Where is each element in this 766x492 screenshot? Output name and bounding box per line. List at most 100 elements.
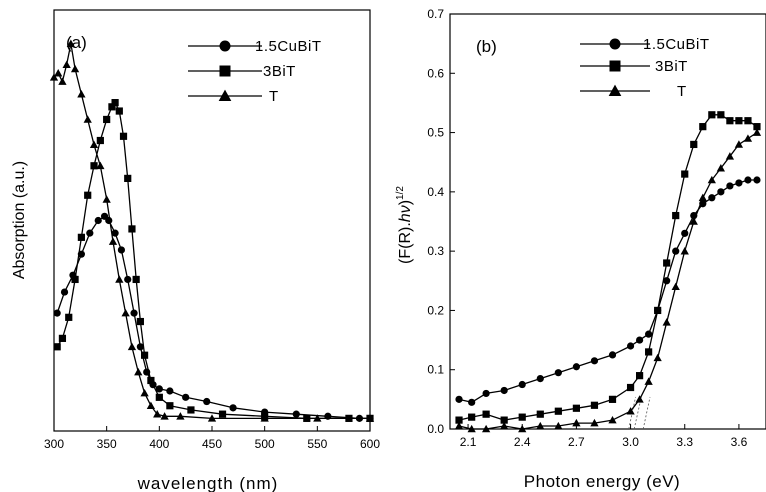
panel-a-data-point: [313, 414, 322, 422]
panel-b-data-point: [743, 134, 753, 142]
panel-b-data-point: [753, 176, 761, 184]
panel-b-data-point: [500, 421, 509, 430]
panel-a-legend-label: 3BiT: [263, 63, 296, 80]
panel-a-data-point: [128, 225, 136, 233]
panel-a-data-point: [136, 343, 144, 351]
panel-a-legend-label: 1.5CuBiT: [255, 38, 322, 55]
panel-a-data-point: [89, 140, 99, 149]
panel-b-data-point: [690, 140, 698, 149]
panel-b-data-point: [518, 380, 526, 389]
panel-a-series-square: [53, 99, 374, 422]
panel-a-series-circle: [53, 212, 374, 422]
panel-b-data-point: [590, 418, 599, 427]
panel-b-data-point: [518, 413, 526, 421]
panel-a-data-point: [77, 90, 86, 98]
panel-b-legend-label: 3BiT: [655, 58, 688, 75]
panel-b-x-tick-label: 3.6: [731, 435, 748, 449]
panel-a-data-point: [136, 317, 144, 326]
panel-a-data-point: [229, 404, 237, 412]
panel-b-legend-marker: [609, 38, 621, 50]
panel-a-data-point: [132, 275, 140, 284]
panel-a-x-axis-label: wavelength (nm): [137, 474, 279, 492]
panel-b-data-point: [752, 128, 762, 136]
panel-a-data-point: [83, 115, 92, 123]
panel-b-legend-label: T: [677, 83, 687, 100]
panel-b-data-point: [608, 351, 617, 359]
panel-b-data-point: [536, 375, 544, 383]
panel-b-chart: 0.0 0.1 0.2 0.3 0.4 0.5 0.6 0.7 2.1 2.4 2.7 3.0 3.3…: [395, 7, 766, 491]
panel-b-data-point: [626, 407, 635, 415]
panel-b-y-axis-label-close: ): [397, 200, 414, 205]
panel-a-x-tick-label: 450: [202, 437, 222, 451]
panel-a-data-point: [115, 275, 124, 283]
panel-a-data-point: [203, 397, 211, 406]
panel-b-series-line: [458, 114, 758, 421]
panel-b-legend-marker: [609, 60, 621, 72]
panel-a-data-point: [103, 115, 111, 124]
panel-a-data-point: [218, 410, 227, 418]
panel-a-data-point: [105, 216, 113, 225]
panel-b-series: [454, 111, 762, 433]
panel-b-data-point: [590, 357, 599, 365]
panel-a-data-point: [207, 414, 217, 422]
panel-b-x-tick-label: 2.7: [568, 435, 585, 449]
panel-a-data-point: [160, 412, 169, 420]
panel-b-data-point: [644, 377, 653, 385]
panel-a-data-point: [111, 99, 119, 107]
panel-a-data-point: [146, 401, 156, 410]
panel-a-data-point: [166, 387, 174, 395]
panel-a-data-point: [49, 73, 59, 81]
panel-b-series-triangle: [454, 128, 762, 433]
panel-a-data-point: [86, 229, 94, 237]
panel-a-data-point: [140, 351, 149, 359]
panel-b-data-point: [681, 170, 689, 178]
panel-b-data-point: [689, 217, 698, 225]
panel-b-data-point: [554, 407, 562, 415]
panel-b-y-tick-label: 0.7: [427, 7, 444, 21]
panel-a-data-point: [176, 412, 185, 420]
panel-b-y-axis-label-main: (F(R).: [397, 222, 414, 264]
panel-b-data-point: [572, 363, 581, 371]
panel-b-x-tick-label: 3.3: [676, 435, 693, 449]
panel-a-data-point: [111, 229, 119, 237]
panel-b-tangent-line: [642, 396, 651, 430]
panel-a-data-point: [66, 39, 75, 47]
panel-b-data-point: [716, 164, 725, 172]
panel-b-data-point: [572, 404, 580, 412]
panel-a-series-line: [56, 101, 370, 420]
panel-b-data-point: [671, 282, 680, 291]
panel-b-y-tick-label: 0.0: [427, 422, 444, 436]
panel-a-data-point: [65, 313, 73, 321]
panel-b-x-tick-label: 3.0: [622, 435, 639, 449]
panel-b-series-line: [458, 179, 757, 403]
panel-b-series-square: [455, 111, 761, 424]
panel-b-y-tick-label: 0.6: [427, 66, 444, 80]
panel-b-y-tick-label: 0.3: [427, 244, 444, 258]
panel-b-tangent-line: [633, 396, 642, 430]
panel-a-data-point: [115, 107, 123, 115]
panel-b-data-point: [744, 117, 752, 125]
panel-b-data-point: [735, 179, 743, 187]
panel-b-x-axis-label: Photon energy (eV): [524, 472, 680, 491]
panel-a-series-line: [56, 215, 370, 420]
panel-a-data-point: [155, 393, 163, 401]
panel-b-y-axis-label-italic: hν: [397, 205, 414, 222]
panel-b-data-point: [455, 416, 463, 424]
panel-b-data-point: [500, 386, 508, 395]
panel-b-x-tick-label: 2.4: [514, 435, 531, 449]
panel-b-data-point: [698, 193, 707, 202]
panel-b-y-axis-label: (F(R).hν)1/2: [395, 186, 414, 264]
panel-a-data-point: [108, 237, 118, 245]
panel-a-data-point: [53, 309, 61, 317]
panel-b-data-point: [734, 140, 744, 148]
panel-b-data-point: [717, 188, 725, 196]
panel-a-data-point: [102, 195, 111, 203]
panel-b-y-ticks: 0.0 0.1 0.2 0.3 0.4 0.5 0.6 0.7: [427, 7, 455, 436]
panel-b-y-axis-label-sup: 1/2: [395, 186, 406, 200]
panel-b-y-tick-label: 0.2: [427, 303, 444, 317]
panel-a-data-point: [58, 334, 67, 342]
panel-b-data-point: [635, 395, 644, 403]
panel-b-data-point: [699, 123, 707, 131]
panel-a-y-axis-label: Absorption (a.u.): [11, 161, 28, 279]
panel-b-data-point: [681, 229, 689, 237]
